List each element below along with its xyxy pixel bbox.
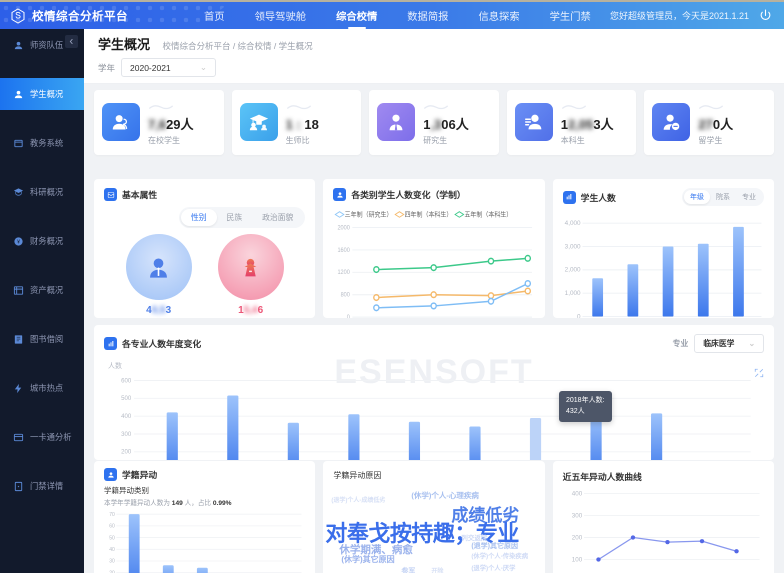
svg-text:30: 30 [109,559,115,565]
svg-text:600: 600 [121,378,132,384]
svg-text:50: 50 [109,535,115,541]
svg-text:1,000: 1,000 [564,290,580,297]
svg-text:3,000: 3,000 [564,244,580,251]
svg-text:4,000: 4,000 [564,220,580,227]
svg-text:三年制（研究生）: 三年制（研究生） [345,209,393,218]
svg-text:1200: 1200 [338,270,350,276]
svg-text:1600: 1600 [338,248,350,254]
svg-text:40: 40 [109,547,115,553]
svg-text:四年制（本科生）: 四年制（本科生） [405,209,453,218]
svg-text:0: 0 [347,315,350,318]
svg-text:800: 800 [341,292,350,298]
svg-text:400: 400 [571,491,582,498]
svg-text:70: 70 [109,512,115,518]
svg-text:400: 400 [121,414,132,420]
svg-text:0: 0 [577,314,581,318]
svg-text:200: 200 [121,450,132,456]
svg-text:60: 60 [109,523,115,529]
svg-text:100: 100 [571,556,582,563]
svg-text:200: 200 [571,534,582,541]
svg-text:300: 300 [121,432,132,438]
svg-text:300: 300 [571,512,582,519]
svg-text:500: 500 [121,396,132,402]
svg-text:2000: 2000 [338,225,350,231]
svg-text:¥: ¥ [17,239,20,245]
svg-text:五年制（本科生）: 五年制（本科生） [465,209,513,218]
svg-text:2,000: 2,000 [564,267,580,274]
